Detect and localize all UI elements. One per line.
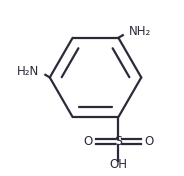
Text: S: S (114, 135, 122, 148)
Text: H₂N: H₂N (17, 65, 39, 78)
Text: OH: OH (109, 158, 127, 171)
Text: O: O (83, 135, 93, 148)
Text: O: O (144, 135, 153, 148)
Text: NH₂: NH₂ (129, 25, 151, 38)
